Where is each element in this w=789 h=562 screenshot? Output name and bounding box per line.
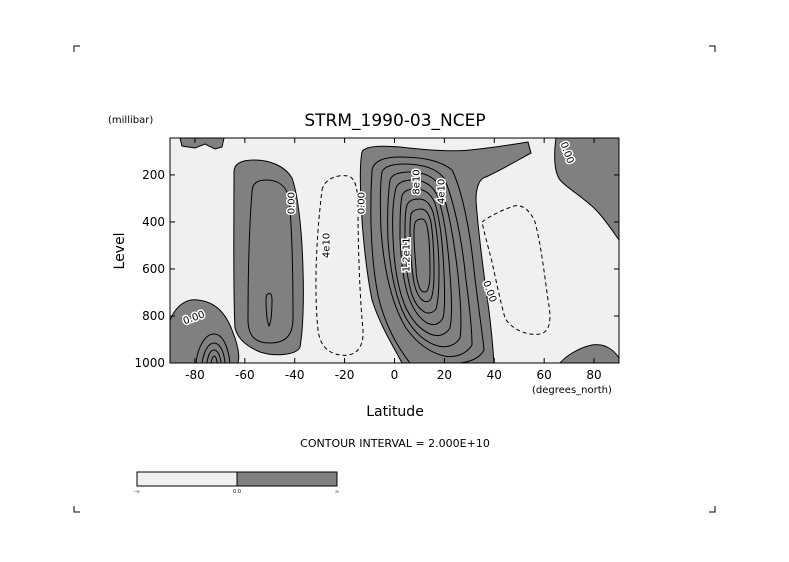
x-tick-label: 20 bbox=[437, 368, 452, 382]
y-tick-label: 600 bbox=[142, 262, 165, 276]
x-tick-label: -20 bbox=[335, 368, 355, 382]
contour-southwest-4 bbox=[210, 355, 218, 363]
contour-label: 1.2e11 bbox=[401, 237, 412, 272]
negative-contours bbox=[315, 175, 551, 356]
y-axis: 200 400 600 800 1000 bbox=[134, 168, 619, 370]
contour-label: 0.00 bbox=[287, 192, 298, 214]
contour-hadley-4 bbox=[392, 179, 452, 337]
contour-hadley-7 bbox=[409, 208, 435, 303]
positive-region-top-left bbox=[179, 138, 225, 150]
contour-hadley-6 bbox=[404, 198, 440, 314]
x-tick-label: 60 bbox=[537, 368, 552, 382]
contour-south-spot bbox=[265, 292, 273, 328]
contour-southwest-1 bbox=[195, 333, 231, 363]
x-tick-label: -40 bbox=[285, 368, 305, 382]
contour-label: 8e10 bbox=[411, 169, 422, 194]
colorbar-label-pos-inf: ∞ bbox=[335, 489, 339, 495]
colorbar-positive bbox=[236, 471, 338, 487]
contour-interval-text: CONTOUR INTERVAL = 2.000E+10 bbox=[300, 437, 490, 450]
colorbar-label-neg-inf: -∞ bbox=[134, 489, 140, 495]
contour-hadley-3 bbox=[387, 171, 462, 348]
contour-hadley-8 bbox=[413, 218, 431, 293]
contour-northern-negative bbox=[481, 205, 551, 335]
x-tick-label: -80 bbox=[185, 368, 205, 382]
colorbar-negative bbox=[136, 471, 238, 487]
contour-southwest-2 bbox=[201, 342, 226, 363]
y-units-label: (millibar) bbox=[108, 115, 153, 126]
x-tick-label: 80 bbox=[586, 368, 601, 382]
contour-southern-negative bbox=[315, 175, 364, 356]
positive-region-hadley-cell bbox=[359, 141, 532, 363]
crop-marks bbox=[73, 45, 716, 513]
y-tick-label: 200 bbox=[142, 168, 165, 182]
positive-contours bbox=[195, 156, 485, 363]
contour-hadley-5 bbox=[399, 188, 446, 326]
x-axis: -80 -60 -40 -20 0 20 40 60 80 bbox=[185, 138, 602, 382]
positive-region-bottom-right bbox=[559, 344, 619, 363]
contour-label: 4e10 bbox=[322, 233, 333, 258]
chart-title: STRM_1990-03_NCEP bbox=[304, 111, 485, 131]
y-axis-title: Level bbox=[112, 233, 128, 270]
x-tick-label: -60 bbox=[235, 368, 255, 382]
colorbar: -∞ 0.0 ∞ bbox=[134, 471, 339, 495]
contour-southwest-3 bbox=[206, 349, 222, 363]
positive-region-northern bbox=[554, 138, 619, 241]
contour-south-inner bbox=[247, 179, 294, 344]
y-tick-label: 400 bbox=[142, 215, 165, 229]
contour-hadley-2 bbox=[379, 163, 473, 358]
colorbar-label-zero: 0.0 bbox=[233, 489, 241, 495]
x-units-label: (degrees_north) bbox=[532, 385, 612, 396]
x-tick-label: 0 bbox=[391, 368, 399, 382]
y-tick-label: 800 bbox=[142, 309, 165, 323]
x-tick-label: 40 bbox=[487, 368, 502, 382]
y-tick-label: 1000 bbox=[134, 356, 165, 370]
contour-hadley-1 bbox=[370, 156, 485, 363]
x-axis-title: Latitude bbox=[366, 404, 424, 420]
contour-label: 0.00 bbox=[357, 192, 368, 214]
positive-region-bottom-left bbox=[170, 299, 240, 363]
contour-label: 4e10 bbox=[436, 179, 447, 204]
